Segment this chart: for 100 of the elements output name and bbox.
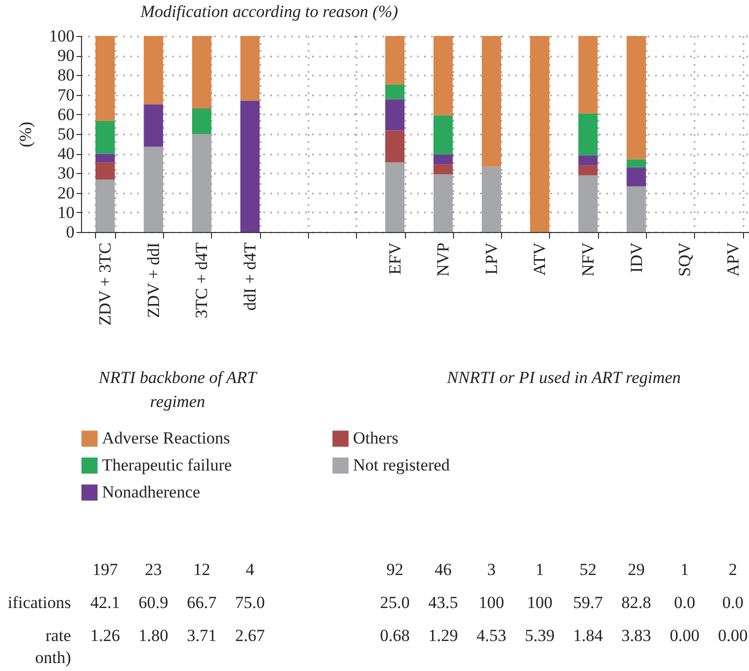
text: 29 — [628, 560, 645, 579]
bar — [385, 99, 405, 130]
text: 0.0 — [674, 593, 696, 612]
y-tick-label: 80 — [58, 66, 74, 85]
text: 42.1 — [90, 593, 120, 612]
text: 1.84 — [573, 626, 603, 645]
text: 3.71 — [186, 626, 217, 645]
bar — [240, 36, 260, 101]
x-tick-label: LPV — [482, 242, 501, 275]
bar — [95, 36, 115, 121]
text: 60.9 — [138, 593, 168, 612]
bar — [95, 154, 115, 162]
text: 100 — [478, 593, 504, 612]
bar — [578, 36, 598, 114]
y-tick-label: 20 — [58, 183, 74, 202]
text: 82.8 — [621, 593, 652, 612]
x-tick-label: ddI + d4T — [240, 242, 260, 311]
bar — [385, 36, 405, 84]
bar — [240, 100, 260, 232]
bar — [578, 113, 598, 156]
text: 2.67 — [235, 626, 265, 645]
text: 4 — [246, 560, 254, 579]
bar — [433, 154, 453, 164]
category-label: ifications — [8, 593, 71, 612]
text: 25.0 — [380, 593, 410, 612]
bar — [95, 162, 115, 180]
text: NRTI backbone of ART regimen — [98, 368, 258, 411]
text: 0.00 — [718, 626, 748, 645]
text: 5.39 — [524, 626, 555, 645]
x-tick-label: APV — [723, 242, 742, 277]
legend-label: Not registered — [353, 456, 450, 474]
legend-label: Therapeutic failure — [102, 456, 232, 474]
text: 59.7 — [573, 593, 603, 612]
chart-title: Modification according to reason (%) — [140, 2, 398, 21]
bar — [144, 104, 164, 147]
x-tick-label: IDV — [626, 242, 646, 273]
bar — [433, 36, 453, 116]
y-tick-label: 0 — [66, 222, 74, 242]
bar — [578, 175, 598, 232]
y-tick-label: 70 — [58, 85, 74, 104]
text: 1.29 — [428, 626, 458, 645]
text: 1.26 — [90, 626, 120, 645]
text: 197 — [92, 560, 118, 579]
y-tick-label: 60 — [58, 104, 74, 124]
x-tick-label: NVP — [434, 242, 453, 277]
bar — [192, 134, 212, 232]
text: 52 — [580, 560, 596, 579]
text: 1 — [535, 560, 544, 579]
legend-label: Nonadherence — [102, 482, 200, 502]
bar — [530, 36, 550, 232]
bar — [626, 159, 646, 168]
bar — [433, 115, 453, 154]
y-tick-label: 100 — [49, 26, 74, 46]
text: 43.5 — [428, 593, 458, 612]
bar — [626, 186, 646, 232]
y-axis-title: (%) — [16, 122, 35, 148]
text: 0.00 — [670, 626, 700, 645]
text: 23 — [144, 560, 162, 579]
x-tick-label: ZDV + ddI — [144, 242, 163, 318]
text: 92 — [386, 560, 404, 579]
category-label: rate onth) — [35, 626, 71, 667]
text: 4.53 — [476, 626, 506, 645]
text: 46 — [434, 560, 452, 579]
text: 75.0 — [235, 593, 265, 612]
text: 1 — [680, 560, 689, 579]
bar — [433, 174, 453, 232]
x-tick-label: NFV — [578, 242, 598, 277]
text: 2 — [728, 560, 738, 579]
y-tick-label: 90 — [58, 46, 74, 66]
bar — [385, 84, 405, 100]
x-tick-label: EFV — [385, 242, 404, 275]
x-tick-label: ATV — [530, 242, 550, 276]
text: 66.7 — [186, 593, 217, 612]
bar — [482, 36, 502, 167]
x-tick-label: ZDV + 3TC — [96, 242, 115, 326]
legend-label: Adverse Reactions — [102, 428, 230, 448]
bar — [626, 36, 646, 160]
x-tick-label: SQV — [675, 242, 694, 277]
text: 3.83 — [621, 626, 652, 645]
bar — [144, 36, 164, 104]
y-tick-label: 10 — [58, 202, 74, 222]
text: 0.0 — [722, 593, 744, 612]
bar — [385, 130, 405, 162]
y-tick-label: 40 — [58, 144, 74, 164]
text: NNRTI or PI used in ART regimen — [446, 368, 681, 387]
bar — [95, 180, 115, 232]
bar — [192, 108, 212, 134]
y-tick-label: 30 — [58, 164, 74, 183]
bar — [192, 36, 212, 109]
bar — [95, 120, 115, 154]
y-tick-label: 50 — [58, 124, 74, 144]
text: 100 — [526, 593, 552, 612]
legend-label: Others — [353, 428, 398, 448]
text: 0.68 — [380, 626, 410, 645]
bar — [144, 146, 164, 232]
text: 12 — [193, 560, 210, 579]
bar — [433, 164, 453, 174]
bar — [578, 165, 598, 176]
bar — [482, 166, 502, 232]
x-tick-label: 3TC + d4T — [192, 242, 212, 318]
